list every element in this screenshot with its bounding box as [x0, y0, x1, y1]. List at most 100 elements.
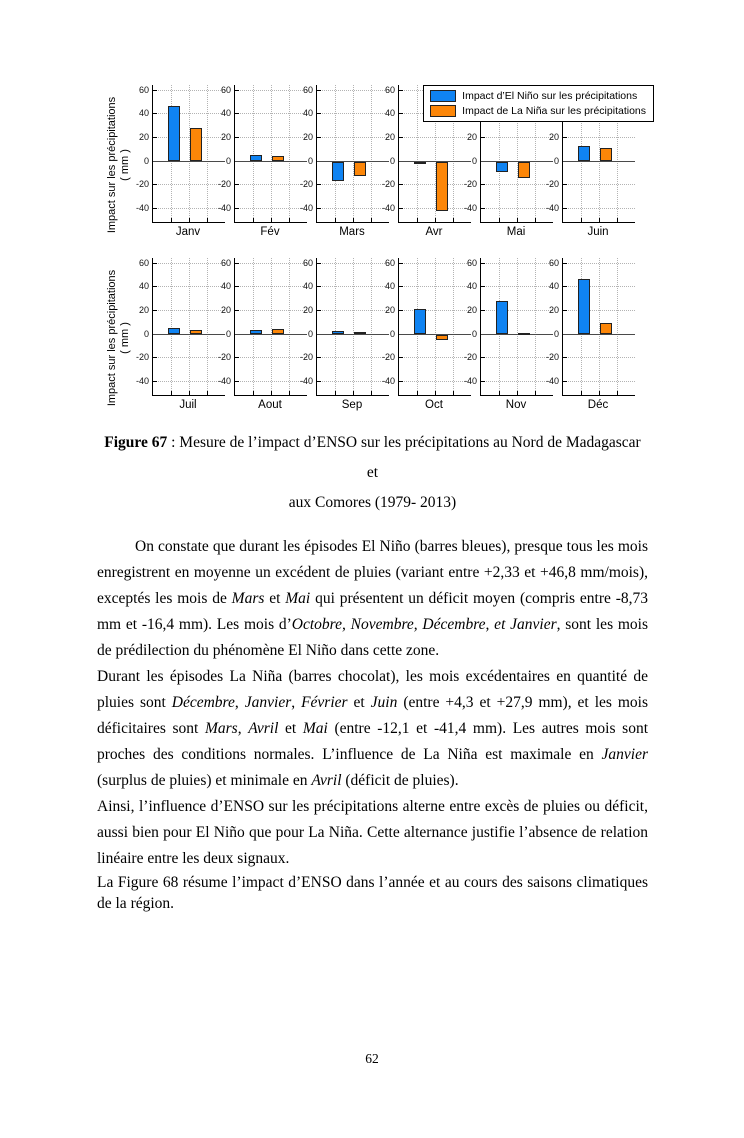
x-tick-mark: [207, 218, 208, 222]
y-tick-mark: [153, 310, 157, 311]
gridline-horizontal: [317, 310, 389, 311]
y-tick-label: -40: [217, 376, 231, 386]
el-nino-bar-avr: [414, 162, 426, 164]
gridline-vertical: [599, 258, 600, 395]
zero-line: [481, 161, 553, 162]
y-tick-mark: [481, 357, 485, 358]
y-tick-mark: [481, 381, 485, 382]
text-run: Durant les épisodes La Niña (barres choc…: [97, 668, 648, 711]
y-tick-label: 60: [302, 258, 313, 268]
text-run: (entre +4,3 et +27,9 mm), et les mois dé…: [97, 694, 649, 737]
gridline-horizontal: [317, 208, 389, 209]
y-tick-label: -40: [217, 203, 231, 213]
subplot-strip-1: 60 40 20 0 -20 -40 Janv 60 40 20 0 -20 -40 Fév 60 40 20 0…: [136, 85, 635, 238]
y-tick-label: 20: [220, 305, 231, 315]
gridline-horizontal: [399, 208, 471, 209]
x-tick-mark: [271, 391, 272, 395]
x-tick-mark: [353, 218, 354, 222]
la-nina-bar-dec: [600, 323, 612, 334]
y-tick-mark: [235, 381, 239, 382]
el-nino-bar-juil: [168, 328, 180, 334]
gridline-horizontal: [317, 286, 389, 287]
y-tick-label: 0: [471, 156, 477, 166]
x-tick-mark: [335, 391, 336, 395]
gridline-horizontal: [235, 208, 307, 209]
gridline-vertical: [499, 85, 500, 222]
plot-area: 60 40 20 0 -20 -40: [300, 85, 389, 223]
gridline-horizontal: [235, 137, 307, 138]
y-tick-label: 40: [138, 108, 149, 118]
y-tick-mark: [153, 286, 157, 287]
y-tick-label: 20: [384, 132, 395, 142]
x-tick-mark: [271, 218, 272, 222]
la-nina-bar-janv: [190, 128, 202, 161]
y-tick-label: -20: [545, 352, 559, 362]
y-tick-label: 40: [220, 108, 231, 118]
la-nina-bar-mai: [518, 162, 530, 178]
gridline-vertical: [207, 258, 208, 395]
y-tick-label: 60: [548, 258, 559, 268]
gridline-vertical: [599, 85, 600, 222]
la-nina-bar-mars: [354, 162, 366, 176]
gridline-vertical: [253, 85, 254, 222]
y-tick-mark: [317, 286, 321, 287]
y-tick-mark: [399, 357, 403, 358]
gridline-horizontal: [235, 286, 307, 287]
text-run: ,: [291, 694, 302, 711]
gridline-horizontal: [563, 310, 635, 311]
gridline-vertical: [171, 258, 172, 395]
gridline-vertical: [207, 85, 208, 222]
text-run: et: [264, 590, 286, 607]
y-tick-label: 20: [548, 305, 559, 315]
y-tick-label: 20: [466, 305, 477, 315]
chart-row-jul-dec: Impact sur les précipitations ( mm ) 60 4…: [100, 258, 656, 416]
y-tick-label: 40: [384, 281, 395, 291]
gridline-horizontal: [153, 184, 225, 185]
month-label-juin: Juin: [587, 226, 609, 238]
y-tick-label: 60: [220, 85, 231, 95]
gridline-horizontal: [399, 184, 471, 185]
x-tick-mark: [335, 218, 336, 222]
el-nino-bar-fev: [250, 155, 262, 161]
y-tick-mark: [399, 310, 403, 311]
y-tick-mark: [481, 137, 485, 138]
italic-text: Mars: [204, 720, 238, 737]
gridline-vertical: [435, 258, 436, 395]
italic-text: Décembre: [171, 694, 235, 711]
gridline-vertical: [617, 85, 618, 222]
y-tick-mark: [235, 263, 239, 264]
gridline-horizontal: [399, 137, 471, 138]
x-tick-mark: [535, 218, 536, 222]
gridline-horizontal: [563, 357, 635, 358]
el-nino-swatch: [430, 90, 457, 102]
y-tick-label: 60: [384, 258, 395, 268]
la-nina-bar-avr: [436, 162, 448, 211]
el-nino-bar-dec: [578, 279, 590, 334]
text-run: (surplus de pluies) et minimale en: [97, 772, 312, 789]
y-tick-mark: [317, 310, 321, 311]
y-tick-mark: [235, 90, 239, 91]
el-nino-bar-janv: [168, 106, 180, 161]
y-tick-label: 40: [138, 281, 149, 291]
gridline-horizontal: [235, 113, 307, 114]
figure-caption-line1: : Mesure de l’impact d’ENSO sur les préc…: [167, 434, 641, 481]
plot-area: 60 40 20 0 -20 -40: [218, 258, 307, 396]
x-tick-mark: [371, 391, 372, 395]
zero-line: [399, 334, 471, 335]
x-tick-mark: [435, 391, 436, 395]
x-tick-mark: [189, 218, 190, 222]
month-label-avr: Avr: [425, 226, 443, 238]
y-tick-mark: [399, 113, 403, 114]
y-tick-mark: [235, 286, 239, 287]
chart-row-jan-jun: Impact sur les précipitations ( mm ) 60 4…: [100, 85, 656, 243]
gridline-horizontal: [153, 208, 225, 209]
y-tick-mark: [235, 357, 239, 358]
y-tick-mark: [563, 357, 567, 358]
x-tick-mark: [289, 391, 290, 395]
y-tick-mark: [563, 310, 567, 311]
gridline-horizontal: [153, 310, 225, 311]
zero-line: [399, 161, 471, 162]
el-nino-bar-sep: [332, 331, 344, 334]
gridline-horizontal: [235, 310, 307, 311]
y-tick-mark: [317, 184, 321, 185]
